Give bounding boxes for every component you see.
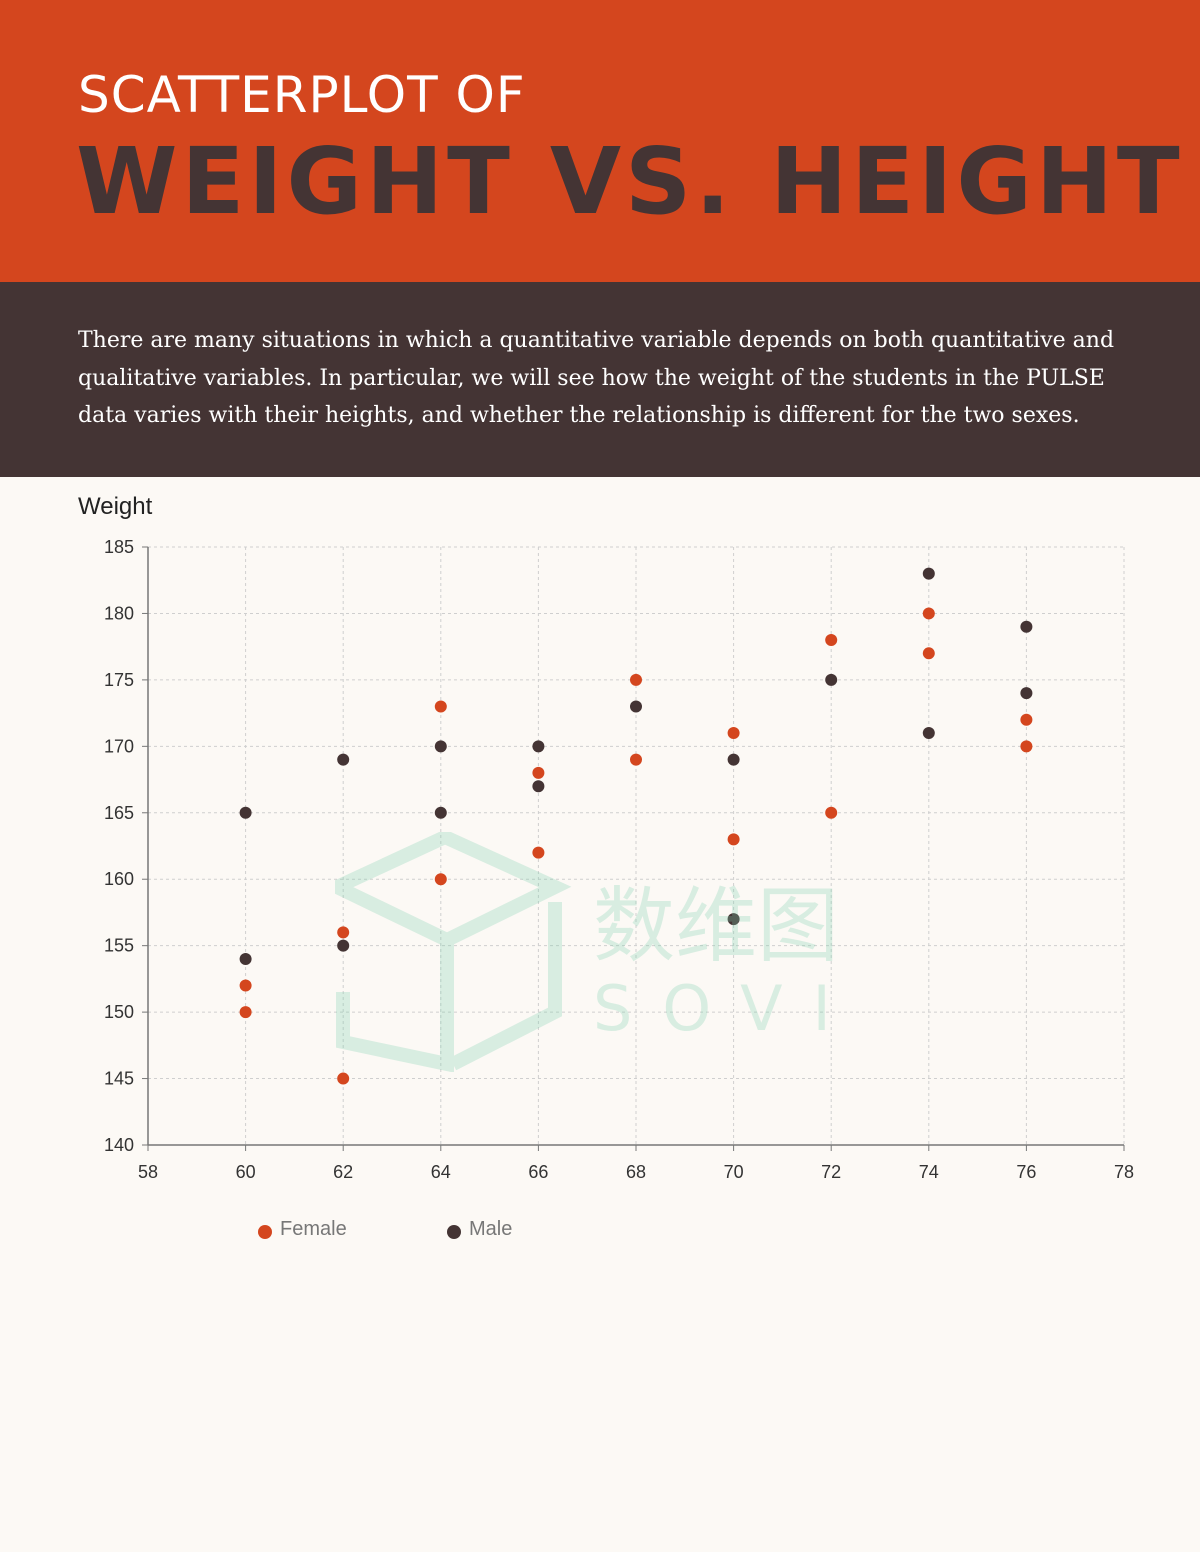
y-tick-label: 175 xyxy=(104,670,134,690)
male-point xyxy=(239,806,252,819)
male-point xyxy=(434,806,447,819)
female-point xyxy=(239,1006,252,1019)
male-point xyxy=(532,740,545,753)
chart-axes xyxy=(142,546,1125,1151)
female-point xyxy=(727,727,740,740)
female-point xyxy=(825,634,838,647)
female-point xyxy=(1020,740,1033,753)
male-point xyxy=(532,780,545,793)
male-point xyxy=(434,740,447,753)
x-tick-label: 72 xyxy=(821,1162,841,1182)
scatter-chart: 140 145 150 155 160 165 170 175 180 185 58 60 62 64 66… xyxy=(78,493,1134,1240)
female-point xyxy=(630,673,642,686)
male-point xyxy=(337,753,350,766)
header-banner: SCATTERPLOT OF WEIGHT VS. HEIGHT xyxy=(0,0,1200,282)
female-point xyxy=(1020,713,1033,726)
x-tick-label: 66 xyxy=(528,1162,548,1182)
female-point xyxy=(922,647,935,660)
female-point xyxy=(532,846,545,859)
y-tick-label: 160 xyxy=(104,869,134,889)
male-point xyxy=(239,952,252,965)
legend-male-marker xyxy=(447,1225,461,1239)
female-point xyxy=(630,753,642,766)
male-point xyxy=(337,939,350,952)
female-point xyxy=(922,607,935,620)
y-tick-label: 180 xyxy=(104,603,134,623)
y-tick-label: 185 xyxy=(104,537,134,557)
legend-female-label: Female xyxy=(280,1218,347,1240)
x-tick-label: 64 xyxy=(431,1162,451,1182)
y-axis-label: Weight xyxy=(78,493,153,520)
x-tick-label: 58 xyxy=(138,1162,158,1182)
x-tick-label: 60 xyxy=(236,1162,256,1182)
female-point xyxy=(337,926,350,939)
watermark-cube-icon xyxy=(335,832,572,1072)
header-headline: WEIGHT VS. HEIGHT xyxy=(76,128,1184,235)
female-point xyxy=(434,700,447,713)
chart-points xyxy=(239,567,1033,1085)
watermark-en-text: SOVIT xyxy=(593,972,855,1045)
male-point xyxy=(727,913,740,926)
y-tick-label: 165 xyxy=(104,803,134,823)
header-kicker: SCATTERPLOT OF xyxy=(78,66,526,124)
male-point xyxy=(1020,620,1033,633)
y-tick-label: 155 xyxy=(104,936,134,956)
x-tick-label: 74 xyxy=(919,1162,939,1182)
male-point xyxy=(922,567,935,580)
x-tick-label: 70 xyxy=(724,1162,744,1182)
intro-text: There are many situations in which a qua… xyxy=(78,328,1115,428)
female-point xyxy=(825,806,838,819)
y-tick-label: 170 xyxy=(104,736,134,756)
watermark-logo: 数维图 SOVIT xyxy=(335,832,855,1072)
x-tick-label: 62 xyxy=(333,1162,353,1182)
x-tick-label: 76 xyxy=(1016,1162,1036,1182)
male-point xyxy=(825,673,838,686)
y-tick-label: 145 xyxy=(104,1069,134,1089)
male-point xyxy=(630,700,642,713)
intro-section: There are many situations in which a qua… xyxy=(0,282,1200,477)
female-point xyxy=(434,873,447,886)
legend-male-label: Male xyxy=(469,1218,512,1240)
y-tick-label: 150 xyxy=(104,1002,134,1022)
legend-female-marker xyxy=(258,1225,272,1239)
male-point xyxy=(727,753,740,766)
female-point xyxy=(727,833,740,846)
female-point xyxy=(532,766,545,779)
female-point xyxy=(337,1072,350,1085)
x-tick-label: 68 xyxy=(626,1162,646,1182)
female-point xyxy=(239,979,252,992)
chart-legend: Female Male xyxy=(258,1218,512,1240)
chart-tick-labels: 140 145 150 155 160 165 170 175 180 185 58 60 62 64 66… xyxy=(104,537,1134,1182)
watermark-cn-text: 数维图 xyxy=(593,879,839,974)
chart-area: 140 145 150 155 160 165 170 175 180 185 58 60 62 64 66… xyxy=(0,477,1200,1277)
male-point xyxy=(922,727,935,740)
y-tick-label: 140 xyxy=(104,1135,134,1155)
male-point xyxy=(1020,687,1033,700)
x-tick-label: 78 xyxy=(1114,1162,1134,1182)
